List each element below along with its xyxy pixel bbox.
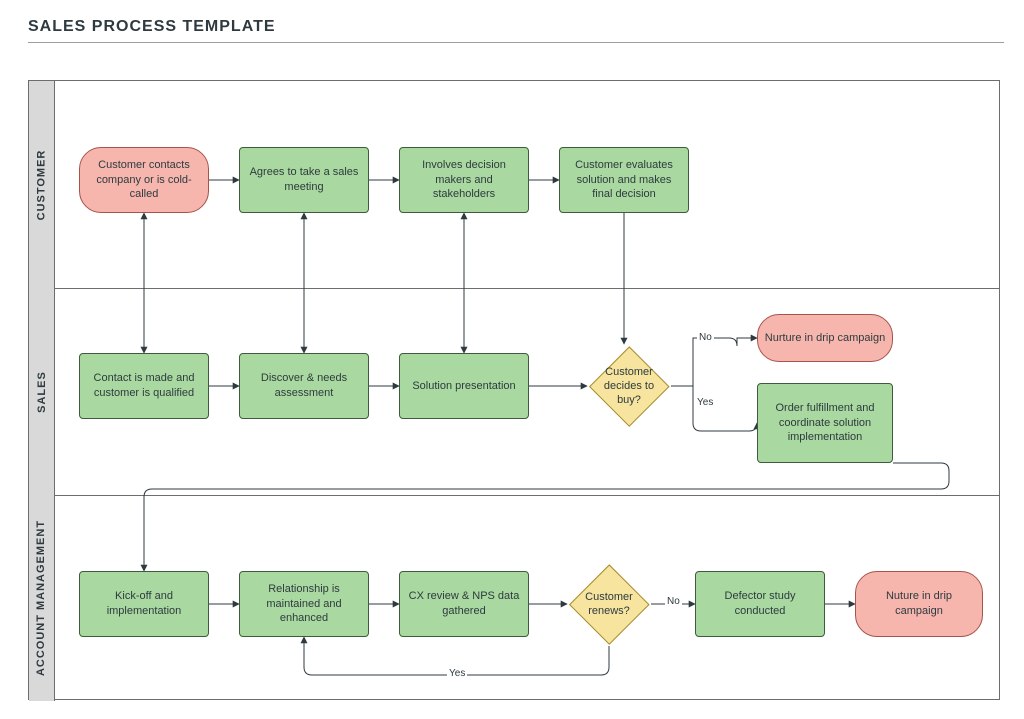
lane-separator: [29, 288, 999, 289]
connector-yes-a1: [144, 463, 949, 571]
page: SALES PROCESS TEMPLATE CUSTOMER SALES AC…: [0, 0, 1024, 719]
decision-d2: Customer renews?: [569, 564, 649, 644]
process-s2: Discover & needs assessment: [239, 353, 369, 419]
process-sYes: Order fulfillment and coordinate solutio…: [757, 383, 893, 463]
lane-label: CUSTOMER: [36, 149, 48, 220]
process-a1: Kick-off and implementation: [79, 571, 209, 637]
lane-label: SALES: [36, 371, 48, 413]
lane-header-sales: SALES: [29, 288, 55, 495]
swimlane-container: CUSTOMER SALES ACCOUNT MANAGEMENT Custom…: [28, 80, 1000, 700]
process-a2: Relationship is maintained and enhanced: [239, 571, 369, 637]
process-s3: Solution presentation: [399, 353, 529, 419]
connector-d1-yes: [671, 386, 757, 431]
lane-header-customer: CUSTOMER: [29, 81, 55, 288]
edge-label-no: No: [697, 332, 714, 343]
process-c3: Involves decision makers and stakeholder…: [399, 147, 529, 213]
edge-label-yes: Yes: [447, 668, 467, 679]
terminator-a5: Nuture in drip campaign: [855, 571, 983, 637]
lane-header-account-management: ACCOUNT MANAGEMENT: [29, 495, 55, 701]
page-title: SALES PROCESS TEMPLATE: [28, 18, 276, 36]
process-a3: CX review & NPS data gathered: [399, 571, 529, 637]
terminator-c1: Customer contacts company or is cold-cal…: [79, 147, 209, 213]
decision-d1: Customer decides to buy?: [589, 346, 669, 426]
node-label: Customer decides to buy?: [589, 346, 669, 426]
process-c2: Agrees to take a sales meeting: [239, 147, 369, 213]
lane-separator: [29, 495, 999, 496]
process-a4: Defector study conducted: [695, 571, 825, 637]
edge-label-yes: Yes: [695, 397, 715, 408]
title-rule: [28, 42, 1004, 43]
process-s1: Contact is made and customer is qualifie…: [79, 353, 209, 419]
connector-d1-no: [671, 338, 757, 386]
lane-label: ACCOUNT MANAGEMENT: [36, 520, 48, 676]
process-c4: Customer evaluates solution and makes fi…: [559, 147, 689, 213]
edge-label-no: No: [665, 596, 682, 607]
node-label: Customer renews?: [569, 564, 649, 644]
terminator-sNo: Nurture in drip campaign: [757, 314, 893, 362]
